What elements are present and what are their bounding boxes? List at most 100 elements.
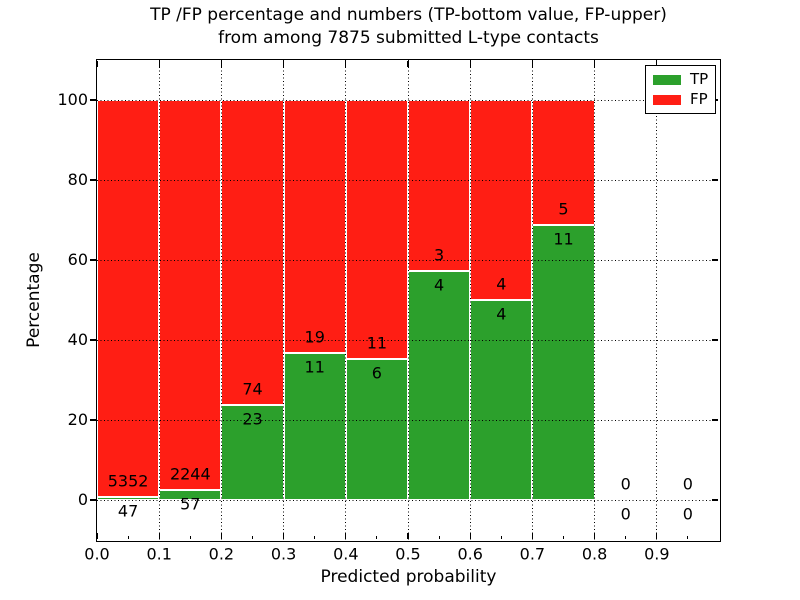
x-minor-tick-mark [314, 535, 316, 539]
x-tick-mark-top [469, 61, 471, 67]
x-tick-mark-top [656, 61, 658, 67]
fp-bar-segment [345, 100, 408, 359]
x-tick-mark [283, 533, 285, 539]
chart-title: TP /FP percentage and numbers (TP-bottom… [150, 5, 667, 48]
y-gridline [97, 259, 719, 261]
x-minor-tick-mark [500, 535, 502, 539]
x-gridline [531, 60, 533, 540]
x-tick-label: 0.7 [519, 544, 546, 564]
x-tick-mark-top [220, 61, 222, 67]
tp-bar-segment [470, 300, 533, 500]
y-tick-mark-right [712, 499, 718, 501]
tp-bar-segment [345, 358, 408, 500]
tp-count-label: 6 [371, 363, 382, 383]
fp-count-label: 5352 [107, 471, 149, 491]
tp-count-label: 0 [620, 504, 631, 524]
x-tick-mark [158, 533, 160, 539]
y-tick-label: 80 [67, 170, 88, 189]
x-tick-mark [96, 533, 98, 539]
x-gridline [345, 60, 347, 540]
x-minor-tick-mark [127, 535, 129, 539]
fp-bar-segment [283, 100, 346, 354]
y-tick-label: 60 [67, 250, 88, 269]
tp-bar-segment [283, 353, 346, 500]
tp-bar-segment [532, 225, 595, 500]
y-gridline [97, 499, 719, 501]
fp-count-label: 5 [558, 199, 569, 219]
tp-count-label: 11 [553, 229, 574, 249]
fp-bar-segment [470, 100, 533, 300]
y-gridline [97, 339, 719, 341]
tp-bar-segment [221, 405, 284, 500]
fp-count-label: 2244 [169, 464, 211, 484]
x-tick-mark [345, 533, 347, 539]
y-tick-mark-right [712, 339, 718, 341]
legend-item-label: FP [690, 90, 708, 108]
x-tick-label: 0.6 [457, 544, 483, 564]
x-gridline [656, 60, 658, 540]
x-tick-mark-top [96, 61, 98, 67]
x-tick-mark [469, 533, 471, 539]
x-tick-mark [220, 533, 222, 539]
fp-count-label: 19 [304, 327, 325, 347]
tp-bar-segment [97, 496, 160, 500]
tp-legend-swatch [653, 74, 681, 85]
tp-count-label: 23 [242, 409, 263, 429]
x-minor-tick-mark [563, 535, 564, 539]
fp-count-label: 11 [366, 333, 388, 353]
y-tick-mark [90, 179, 96, 181]
tp-count-label: 0 [682, 504, 693, 524]
x-tick-mark-top [407, 61, 409, 67]
y-tick-label: 0 [77, 490, 88, 509]
x-tick-label: 0.3 [270, 544, 297, 564]
x-minor-tick-mark [625, 535, 627, 539]
fp-bar-segment [532, 100, 595, 225]
tp-count-label: 57 [180, 494, 201, 514]
tp-count-label: 4 [434, 275, 445, 295]
y-tick-label: 20 [67, 410, 88, 429]
x-tick-mark-top [531, 61, 533, 67]
fp-count-label: 74 [242, 379, 263, 399]
x-minor-tick-mark [438, 535, 440, 539]
legend-item: TP [653, 72, 708, 87]
x-gridline [220, 60, 222, 540]
x-gridline [407, 60, 409, 540]
tp-count-label: 11 [304, 357, 325, 377]
x-tick-label: 0.2 [208, 544, 235, 564]
fp-legend-swatch [653, 94, 681, 105]
fp-count-label: 3 [434, 245, 445, 265]
fp-count-label: 4 [496, 274, 507, 294]
fp-bar-segment [159, 100, 222, 491]
y-tick-mark [90, 499, 96, 501]
tp-count-label: 4 [496, 304, 507, 324]
tp-bar-segment [408, 271, 471, 500]
y-tick-label: 40 [67, 330, 88, 349]
x-tick-mark [594, 533, 596, 539]
x-gridline [594, 60, 596, 540]
x-tick-mark [531, 533, 533, 539]
y-tick-mark [90, 99, 96, 101]
tp-count-label: 47 [117, 501, 139, 521]
x-tick-label: 0.4 [333, 544, 359, 564]
x-tick-mark [656, 533, 658, 539]
y-tick-mark [90, 419, 96, 421]
legend: TP FP [645, 65, 716, 114]
y-tick-mark [90, 339, 96, 341]
x-minor-tick-mark [252, 535, 253, 539]
x-tick-mark-top [594, 61, 596, 67]
legend-item: FP [653, 92, 708, 107]
x-tick-mark-top [158, 61, 160, 67]
y-tick-mark-right [712, 179, 718, 181]
fp-count-label: 0 [620, 474, 631, 494]
x-gridline [158, 60, 160, 540]
x-axis-label: Predicted probability [320, 567, 497, 587]
fp-bar-segment [221, 100, 284, 406]
x-tick-mark-top [283, 61, 285, 67]
x-tick-mark [407, 533, 409, 539]
x-tick-label: 0.8 [581, 544, 608, 564]
x-minor-tick-mark [376, 535, 378, 539]
y-tick-mark [90, 259, 96, 261]
y-gridline [97, 179, 719, 181]
x-gridline [469, 60, 471, 540]
